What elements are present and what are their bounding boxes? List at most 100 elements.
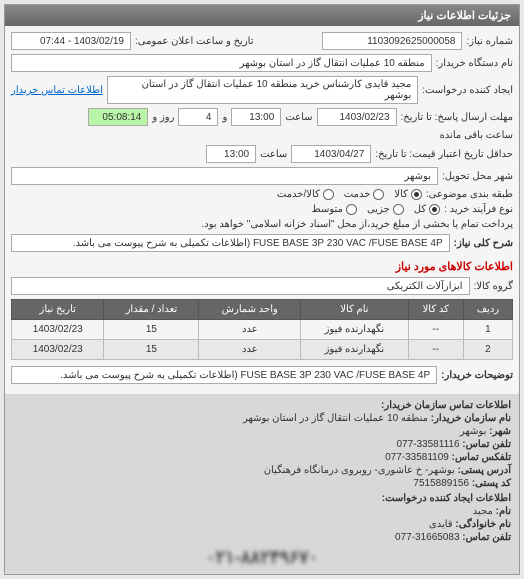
radio-item-all[interactable]: کل [414, 204, 440, 215]
row-deadline: مهلت ارسال پاسخ: تا تاریخ: 1403/02/23 سا… [11, 108, 513, 141]
panel-header: جزئیات اطلاعات نیاز [5, 5, 519, 26]
radio-mix-label: کالا/خدمت [277, 189, 320, 200]
radio-some-icon [346, 204, 357, 215]
radio-service-label: خدمت [344, 189, 371, 200]
row-buyer: نام دستگاه خریدار: منطقه 10 عملیات انتقا… [11, 54, 513, 72]
label-and: و [222, 112, 227, 123]
label-desc: شرح کلی نیاز: [454, 238, 513, 249]
field-desc: FUSE BASE 3P 230 VAC /FUSE BASE 4P (اطلا… [11, 234, 450, 252]
field-validity-time: 13:00 [206, 145, 256, 163]
row-group: گروه کالا: ابزارآلات الکتریکی [11, 277, 513, 295]
table-header: تعداد / مقدار [104, 300, 199, 320]
table-cell: 15 [104, 340, 199, 360]
table-cell: 1403/02/23 [12, 340, 104, 360]
contact-block: اطلاعات تماس سازمان خریدار: نام سازمان خ… [5, 394, 519, 574]
creator-family: نام خانوادگی: قایدی [13, 519, 511, 530]
row-description: شرح کلی نیاز: FUSE BASE 3P 230 VAC /FUSE… [11, 234, 513, 252]
contact-fax: تلفکس تماس: 33581109-077 [13, 452, 511, 463]
table-cell: نگهدارنده فیوز [301, 320, 408, 340]
contact-org: نام سازمان خریدار: منطقه 10 عملیات انتقا… [13, 413, 511, 424]
radio-item-service[interactable]: خدمت [344, 189, 385, 200]
row-validity: حداقل تاریخ اعتبار قیمت: تا تاریخ: 1403/… [11, 145, 513, 163]
field-creator: مجید قایدی کارشناس خرید منطقه 10 عملیات … [107, 76, 418, 104]
label-validity: حداقل تاریخ اعتبار قیمت: تا تاریخ: [375, 149, 513, 160]
table-header: نام کالا [301, 300, 408, 320]
radio-item-mix[interactable]: کالا/خدمت [277, 189, 334, 200]
table-cell: نگهدارنده فیوز [301, 340, 408, 360]
radio-item-goods[interactable]: خریدکالا [394, 189, 422, 200]
creator-phone: تلفن تماس: 31665083-077 [13, 532, 511, 543]
table-row: 1--نگهدارنده فیوزعدد151403/02/23 [12, 320, 513, 340]
radio-goods-icon [411, 189, 422, 200]
items-table-head: ردیفکد کالانام کالاواحد شمارشتعداد / مقد… [12, 300, 513, 320]
radio-item-some[interactable]: متوسط [312, 204, 357, 215]
radio-item-partial[interactable]: جزیی [367, 204, 404, 215]
contact-tel: تلفن تماس: 33581116-077 [13, 439, 511, 450]
contact-title: اطلاعات تماس سازمان خریدار: [13, 400, 511, 411]
items-table: ردیفکد کالانام کالاواحد شمارشتعداد / مقد… [11, 299, 513, 360]
row-city: شهر محل تحویل: بوشهر [11, 167, 513, 185]
table-header: ردیف [463, 300, 512, 320]
table-header: کد کالا [408, 300, 463, 320]
table-header: تاریخ نیاز [12, 300, 104, 320]
table-cell: -- [408, 320, 463, 340]
creator-title: اطلاعات ایجاد کننده درخواست: [13, 493, 511, 504]
radio-some-label: متوسط [312, 204, 343, 215]
field-datetime: 1403/02/19 - 07:44 [11, 32, 131, 50]
label-buyer-notes: توضیحات خریدار: [441, 370, 513, 381]
label-process: نوع فرآیند خرید : [444, 204, 513, 215]
table-header: واحد شمارش [199, 300, 301, 320]
radio-partial-icon [393, 204, 404, 215]
label-deadline: مهلت ارسال پاسخ: تا تاریخ: [401, 112, 513, 123]
creator-name: نام: مجید [13, 506, 511, 517]
field-validity-date: 1403/04/27 [291, 145, 371, 163]
row-niaz-number: شماره نیاز: 1103092625000058 تاریخ و ساع… [11, 32, 513, 50]
label-datetime: تاریخ و ساعت اعلان عمومی: [135, 36, 254, 47]
field-deadline-date: 1403/02/23 [317, 108, 397, 126]
blurred-phone: ۰۲۱-۸۸۲۴۹۶۷۰ [13, 547, 511, 568]
label-group: گروه کالا: [474, 281, 513, 292]
field-group: ابزارآلات الکتریکی [11, 277, 470, 295]
table-row: 2--نگهدارنده فیوزعدد151403/02/23 [12, 340, 513, 360]
treasury-note: پرداخت تمام یا بخشی از مبلغ خرید،از محل … [11, 219, 513, 230]
field-days: 4 [178, 108, 218, 126]
radio-partial-label: جزیی [367, 204, 390, 215]
label-creator: ایجاد کننده درخواست: [422, 85, 513, 96]
table-cell: 2 [463, 340, 512, 360]
items-table-body: 1--نگهدارنده فیوزعدد151403/02/232--نگهدا… [12, 320, 513, 360]
table-cell: -- [408, 340, 463, 360]
details-panel: جزئیات اطلاعات نیاز شماره نیاز: 11030926… [4, 4, 520, 575]
radio-all-label: کل [414, 204, 426, 215]
radio-group-category: خریدکالا خدمت کالا/خدمت [277, 189, 422, 200]
items-section-title: اطلاعات کالاهای مورد نیاز [11, 260, 513, 273]
row-category: طبقه بندی موضوعی: خریدکالا خدمت کالا/خدم… [11, 189, 513, 200]
field-buyer: منطقه 10 عملیات انتقال گاز در استان بوشه… [11, 54, 432, 72]
label-niaz-no: شماره نیاز: [466, 36, 513, 47]
field-niaz-no: 1103092625000058 [322, 32, 462, 50]
table-cell: 1 [463, 320, 512, 340]
row-process: نوع فرآیند خرید : کل جزیی متوسط پرداخت ت… [11, 204, 513, 230]
contact-link[interactable]: اطلاعات تماس خریدار [11, 85, 103, 96]
table-cell: 15 [104, 320, 199, 340]
table-cell: عدد [199, 340, 301, 360]
row-creator: ایجاد کننده درخواست: مجید قایدی کارشناس … [11, 76, 513, 104]
radio-mix-icon [323, 189, 334, 200]
label-cat: طبقه بندی موضوعی: [426, 189, 513, 200]
field-deadline-time: 13:00 [231, 108, 281, 126]
table-cell: عدد [199, 320, 301, 340]
label-remain: ساعت باقی مانده [440, 130, 513, 141]
contact-addr: آدرس پستی: بوشهر- خ عاشوری- روبروی درمان… [13, 465, 511, 476]
field-remain: 05:08:14 [88, 108, 148, 126]
row-buyer-notes: توضیحات خریدار: FUSE BASE 3P 230 VAC /FU… [11, 366, 513, 384]
radio-group-process: کل جزیی متوسط [312, 204, 441, 215]
table-cell: 1403/02/23 [12, 320, 104, 340]
label-city: شهر محل تحویل: [442, 171, 513, 182]
label-buyer: نام دستگاه خریدار: [436, 58, 513, 69]
field-city: بوشهر [11, 167, 438, 185]
contact-city: شهر: بوشهر [13, 426, 511, 437]
label-days: روز و [152, 112, 174, 123]
label-time: ساعت [285, 112, 312, 123]
contact-post: کد پستی: 7515889156 [13, 478, 511, 489]
panel-body: شماره نیاز: 1103092625000058 تاریخ و ساع… [5, 26, 519, 394]
radio-service-icon [373, 189, 384, 200]
